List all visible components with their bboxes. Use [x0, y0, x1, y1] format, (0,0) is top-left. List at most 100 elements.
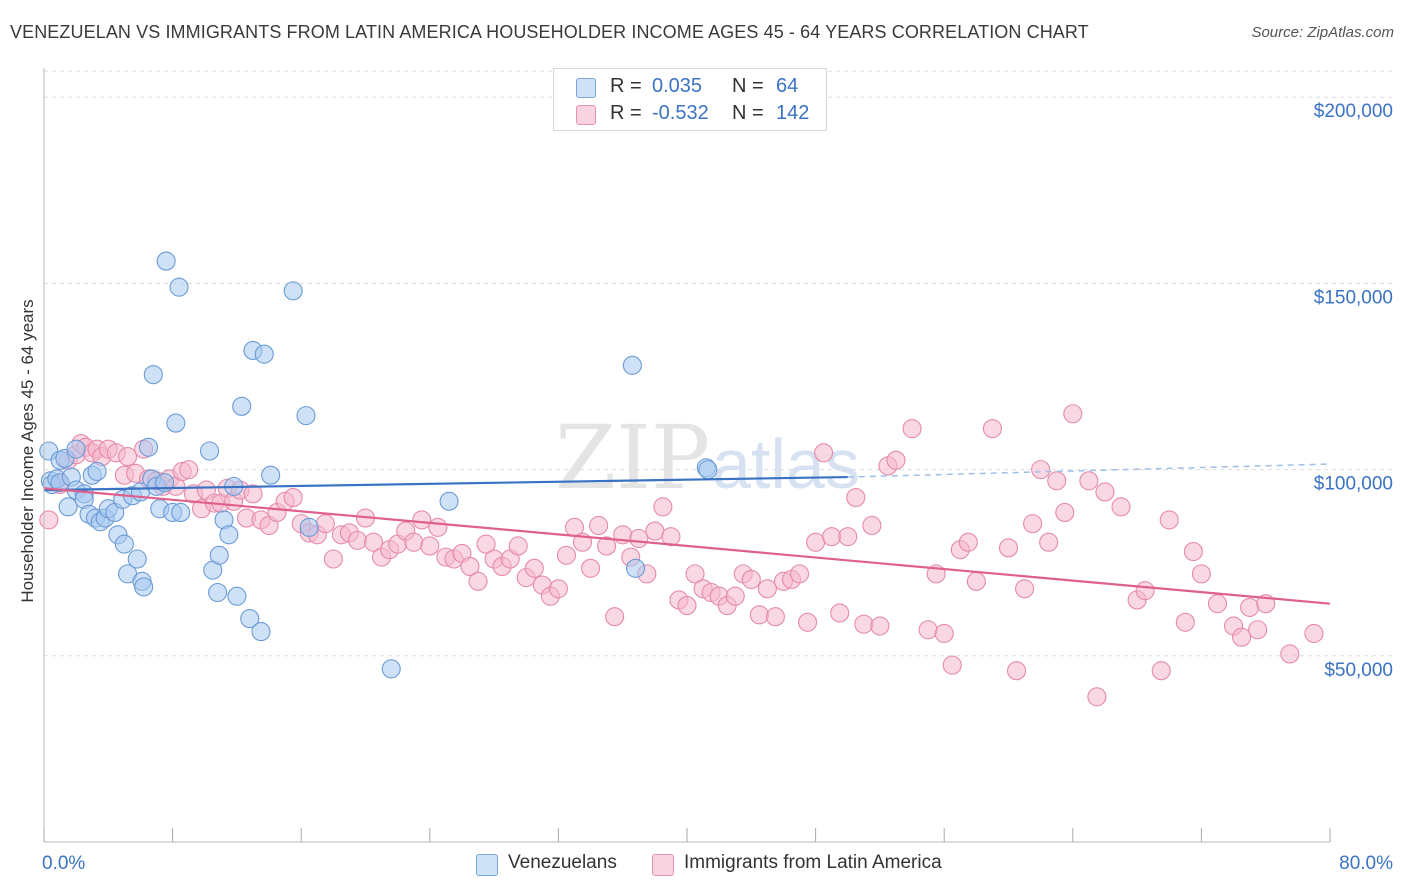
venezuelans-point	[232, 396, 252, 416]
immigrants-point	[757, 579, 777, 599]
venezuelans-point	[251, 622, 271, 642]
immigrants-point	[1191, 564, 1211, 584]
immigrants-point	[468, 571, 488, 591]
immigrants-point	[605, 607, 625, 627]
r-value: -0.532	[652, 102, 709, 124]
immigrants-point	[283, 487, 303, 508]
venezuelans-point	[227, 586, 247, 606]
immigrants-point	[942, 655, 962, 675]
immigrants-trend-line	[43, 487, 1331, 605]
n-value: 64	[776, 75, 799, 97]
n-label: N =	[732, 75, 764, 97]
immigrants-point	[412, 510, 432, 530]
immigrants-point	[315, 514, 335, 534]
venezuelans-point	[200, 441, 220, 461]
venezuelans-point	[138, 437, 159, 457]
immigrants-point	[822, 527, 842, 547]
immigrants-point	[1031, 460, 1051, 480]
immigrants-point	[1023, 514, 1043, 534]
trend-lines	[43, 463, 1331, 605]
venezuelans-point	[87, 461, 107, 482]
immigrants-point	[1111, 497, 1131, 517]
immigrants-point	[789, 564, 810, 584]
legend-swatch-blue	[576, 78, 596, 98]
source-label: Source: ZipAtlas.com	[1251, 24, 1394, 41]
immigrants-point	[886, 450, 906, 470]
venezuelans-point	[169, 277, 189, 297]
immigrants-point	[1047, 471, 1067, 491]
venezuelans-point	[166, 413, 186, 433]
immigrants-point	[846, 487, 866, 508]
venezuelans-point	[381, 659, 401, 679]
venezuelans-point	[208, 582, 228, 603]
venezuelans-point	[283, 281, 303, 301]
venezuelans-point	[254, 344, 274, 364]
venezuelans-point	[134, 577, 154, 597]
n-label: N =	[732, 102, 764, 124]
r-value: 0.035	[652, 75, 703, 97]
venezuelans-point	[299, 517, 319, 537]
immigrants-point	[838, 527, 858, 547]
immigrants-point	[524, 558, 544, 578]
immigrants-point	[645, 521, 665, 541]
immigrants-point	[1151, 661, 1171, 681]
immigrants-point	[806, 532, 826, 552]
y-tick-label: $50,000	[1324, 660, 1393, 681]
immigrants-point	[814, 443, 834, 463]
venezuelans-point	[240, 609, 260, 629]
legend-swatch-blue	[476, 854, 498, 876]
immigrants-point	[1232, 627, 1252, 647]
immigrants-point	[476, 534, 496, 554]
immigrants-point	[918, 620, 938, 640]
venezuelans-point	[114, 534, 134, 554]
watermark-zip: ZIP	[555, 406, 710, 509]
immigrants-point	[323, 549, 343, 569]
venezuelans-point	[66, 439, 86, 459]
venezuelans-point	[626, 558, 646, 578]
venezuelans-series	[39, 251, 718, 679]
grid-lines	[44, 70, 1395, 657]
immigrants-point	[685, 564, 705, 584]
venezuelans-point	[156, 251, 176, 271]
immigrants-point	[934, 623, 954, 644]
venezuelans-point	[296, 406, 316, 426]
immigrants-point	[798, 612, 818, 632]
immigrants-point	[1063, 404, 1083, 424]
immigrants-point	[363, 532, 384, 552]
immigrants-point	[1159, 510, 1179, 530]
y-tick-label: $200,000	[1314, 101, 1393, 122]
y-tick-label: $150,000	[1314, 287, 1393, 308]
r-label: R =	[610, 102, 642, 124]
immigrants-point	[749, 605, 769, 625]
immigrants-point	[556, 545, 576, 565]
venezuelans-trend-extension	[847, 463, 1331, 478]
immigrants-point	[677, 595, 697, 616]
venezuelans-point	[698, 460, 718, 480]
legend-label: Venezuelans	[508, 852, 617, 873]
venezuelans-point	[58, 497, 78, 517]
immigrants-point	[404, 532, 424, 552]
immigrants-point	[982, 419, 1002, 439]
immigrants-point	[589, 515, 609, 536]
immigrants-point	[508, 536, 528, 556]
immigrants-point	[1039, 532, 1059, 552]
immigrants-point	[118, 447, 138, 467]
immigrants-point	[1304, 623, 1324, 644]
immigrants-point	[725, 586, 745, 606]
immigrants-point	[629, 528, 649, 549]
immigrants-point	[39, 510, 59, 530]
venezuelans-point	[143, 365, 163, 385]
immigrants-point	[765, 607, 785, 627]
immigrants-point	[854, 614, 874, 634]
legend-swatch-pink	[576, 105, 596, 125]
venezuelans-point	[261, 465, 281, 485]
immigrants-point	[1183, 541, 1203, 562]
y-tick-label: $100,000	[1314, 474, 1393, 495]
immigrants-point	[741, 569, 761, 590]
immigrants-point	[1015, 579, 1035, 599]
legend-label: Immigrants from Latin America	[684, 852, 942, 873]
immigrants-point	[1280, 644, 1300, 664]
y-axis-label: Householder Income Ages 45 - 64 years	[18, 299, 37, 602]
immigrants-point	[661, 527, 681, 547]
